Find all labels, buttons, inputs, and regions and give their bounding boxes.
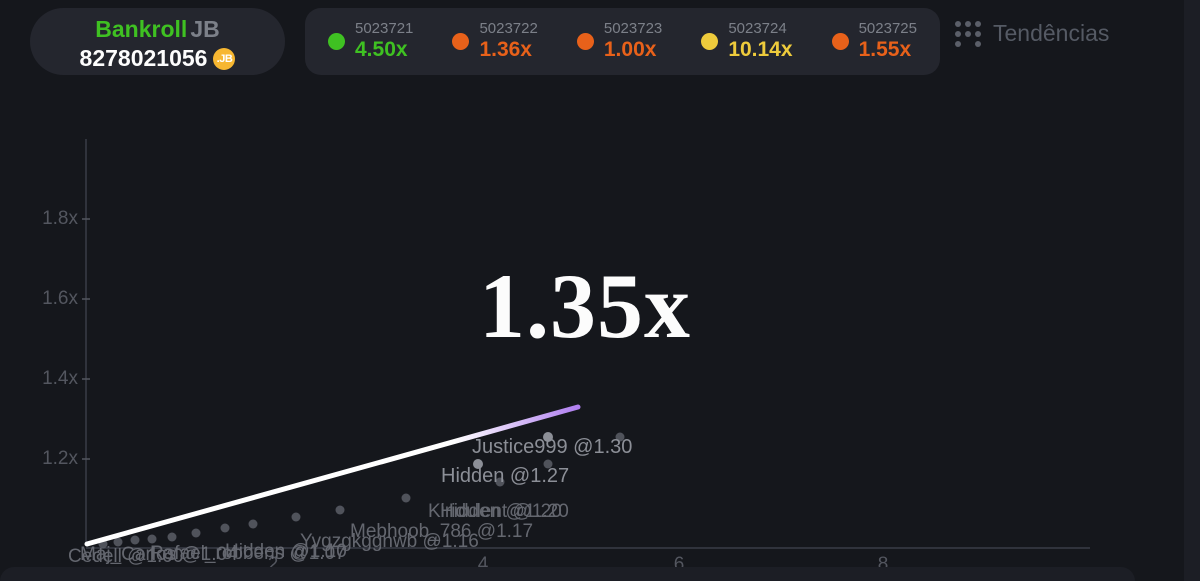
svg-text:Hidden @1.27: Hidden @1.27	[441, 465, 569, 487]
svg-text:1.8x: 1.8x	[42, 208, 78, 229]
svg-text:1.4x: 1.4x	[42, 368, 78, 389]
svg-text:1.2x: 1.2x	[42, 448, 78, 469]
svg-text:Hidden @1.20: Hidden @1.20	[440, 501, 562, 522]
svg-text:Mebhoob_786 @1.17: Mebhoob_786 @1.17	[350, 521, 533, 542]
